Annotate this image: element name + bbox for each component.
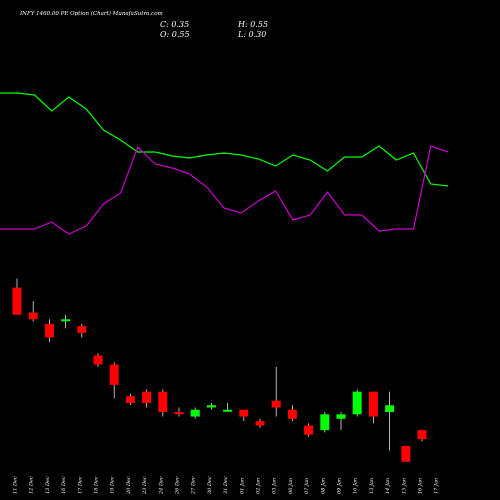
x-tick-label: 30 Dec <box>207 476 213 494</box>
candle-body <box>206 405 216 408</box>
candle-body <box>368 391 378 417</box>
x-tick-label: 16 Jan <box>418 478 424 494</box>
x-tick-label: 18 Dec <box>94 476 100 494</box>
candle-body <box>304 425 314 435</box>
candle-body <box>77 326 87 333</box>
x-tick-label: 09 Jan <box>337 478 343 494</box>
candle-body <box>271 400 281 408</box>
x-tick-label: 10 Jan <box>353 478 359 494</box>
x-tick-label: 11 Dec <box>13 476 19 494</box>
x-tick-label: 02 Jan <box>256 478 262 494</box>
chart-title: INFY 1460.00 PE Option (Chart) MunafaSut… <box>19 10 163 17</box>
candle-body <box>336 414 346 419</box>
x-tick-label: 17 Dec <box>77 476 83 494</box>
indicator-lines <box>0 92 449 235</box>
x-tick-label: 07 Jan <box>304 478 310 494</box>
candle-body <box>255 421 265 426</box>
x-tick-label: 19 Dec <box>110 476 116 494</box>
x-tick-label: 13 Jan <box>369 478 375 494</box>
open-label: O: 0.55 <box>160 30 190 39</box>
x-tick-label: 31 Dec <box>223 476 229 494</box>
x-tick-label: 06 Jan <box>288 478 294 494</box>
x-tick-label: 03 Jan <box>272 478 278 494</box>
candle-body <box>125 396 135 403</box>
candle-body <box>44 323 54 338</box>
candle-body <box>190 409 200 417</box>
x-tick-label: 15 Jan <box>401 478 407 494</box>
candle-body <box>239 409 249 417</box>
indicator-line-1 <box>0 92 449 187</box>
candle-body <box>61 319 71 322</box>
candlesticks <box>12 278 427 462</box>
x-tick-label: 13 Dec <box>45 476 51 494</box>
x-tick-label: 24 Dec <box>158 476 164 495</box>
candle-body <box>142 391 152 403</box>
candle-body <box>287 409 297 419</box>
high-label: H: 0.55 <box>237 20 268 29</box>
x-tick-label: 23 Dec <box>142 476 148 495</box>
candle-body <box>417 430 427 440</box>
x-tick-label: 26 Dec <box>175 476 181 495</box>
x-tick-label: 01 Jan <box>239 478 245 494</box>
indicator-line-2 <box>0 145 449 235</box>
x-tick-label: 17 Jan <box>434 478 440 494</box>
x-tick-label: 14 Jan <box>385 478 391 494</box>
candle-body <box>320 414 330 431</box>
candle-body <box>401 445 411 462</box>
candle-body <box>352 391 362 415</box>
x-tick-label: 20 Dec <box>126 476 132 495</box>
candle-body <box>93 355 103 365</box>
x-tick-label: 27 Dec <box>191 476 197 495</box>
x-tick-label: 16 Dec <box>61 476 67 494</box>
x-tick-label: 12 Dec <box>29 476 35 494</box>
candle-body <box>158 391 168 413</box>
candle-body <box>109 364 119 385</box>
x-axis-labels: 11 Dec 12 Dec 13 Dec 16 Dec 17 Dec 18 Dec 19 D… <box>13 476 440 495</box>
candle-body <box>28 312 38 320</box>
candle-body <box>12 287 22 315</box>
x-tick-label: 08 Jan <box>320 478 326 494</box>
candle-body <box>385 405 395 413</box>
candle-body <box>174 412 184 415</box>
candle-body <box>223 409 233 412</box>
close-label: C: 0.35 <box>160 20 189 29</box>
low-label: L: 0.30 <box>237 30 266 39</box>
